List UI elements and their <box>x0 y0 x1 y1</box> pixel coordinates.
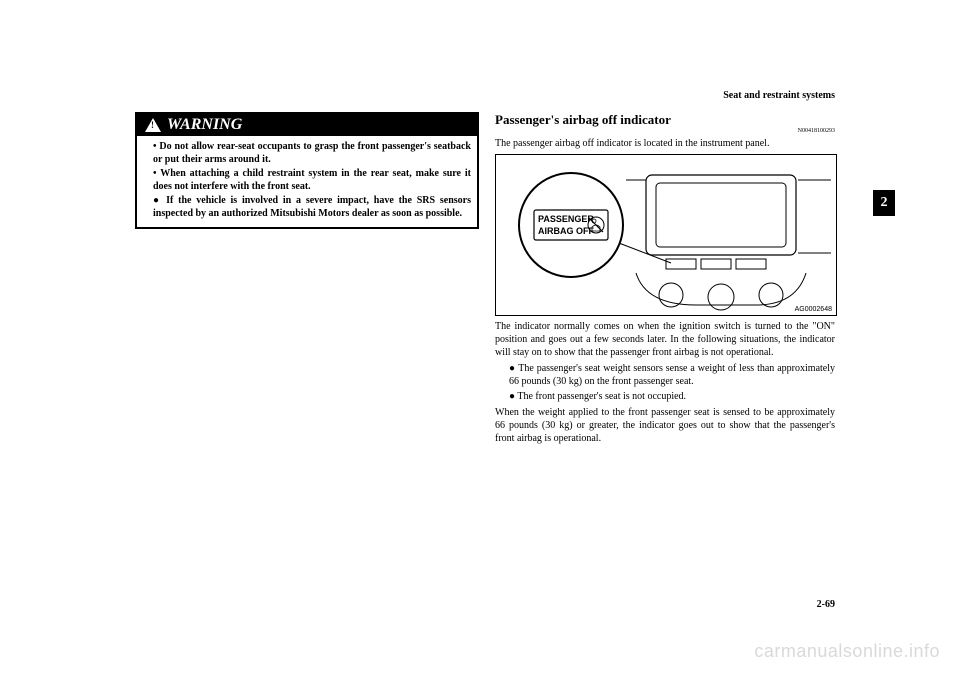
page-number: 2-69 <box>817 599 835 610</box>
dashboard-svg: PASSENGER AIRBAG OFF <box>496 155 836 315</box>
doc-code: N00418100293 <box>495 128 835 134</box>
bullet-list: The passenger's seat weight sensors sens… <box>495 362 835 403</box>
dashboard-illustration: PASSENGER AIRBAG OFF AG0002648 <box>495 154 837 316</box>
section-title: Passenger's airbag off indicator <box>495 112 835 128</box>
paragraph-2: When the weight applied to the front pas… <box>495 406 835 445</box>
warning-box: WARNING • Do not allow rear-seat occupan… <box>135 112 479 229</box>
warning-triangle-icon <box>145 118 161 132</box>
intro-paragraph: The passenger airbag off indicator is lo… <box>495 137 835 150</box>
warning-header: WARNING <box>137 114 477 136</box>
list-item: The front passenger's seat is not occupi… <box>509 390 835 403</box>
two-column-layout: WARNING • Do not allow rear-seat occupan… <box>135 112 835 448</box>
warning-body: • Do not allow rear-seat occupants to gr… <box>137 136 477 227</box>
running-head: Seat and restraint systems <box>723 90 835 101</box>
page: Seat and restraint systems WARNING • Do … <box>135 90 835 590</box>
watermark: carmanualsonline.info <box>754 641 940 662</box>
chapter-tab: 2 <box>873 190 895 216</box>
indicator-label-line1: PASSENGER <box>538 214 594 224</box>
indicator-label-line2: AIRBAG OFF <box>538 226 594 236</box>
left-column: WARNING • Do not allow rear-seat occupan… <box>135 112 475 448</box>
warning-item: • Do not allow rear-seat occupants to gr… <box>153 140 471 166</box>
warning-item: • When attaching a child restraint syste… <box>153 167 471 193</box>
paragraph-1: The indicator normally comes on when the… <box>495 320 835 359</box>
right-column: Passenger's airbag off indicator N004181… <box>495 112 835 448</box>
illustration-code: AG0002648 <box>795 306 832 313</box>
warning-item: ● If the vehicle is involved in a severe… <box>153 194 471 220</box>
list-item: The passenger's seat weight sensors sens… <box>509 362 835 388</box>
warning-heading-text: WARNING <box>167 116 242 134</box>
